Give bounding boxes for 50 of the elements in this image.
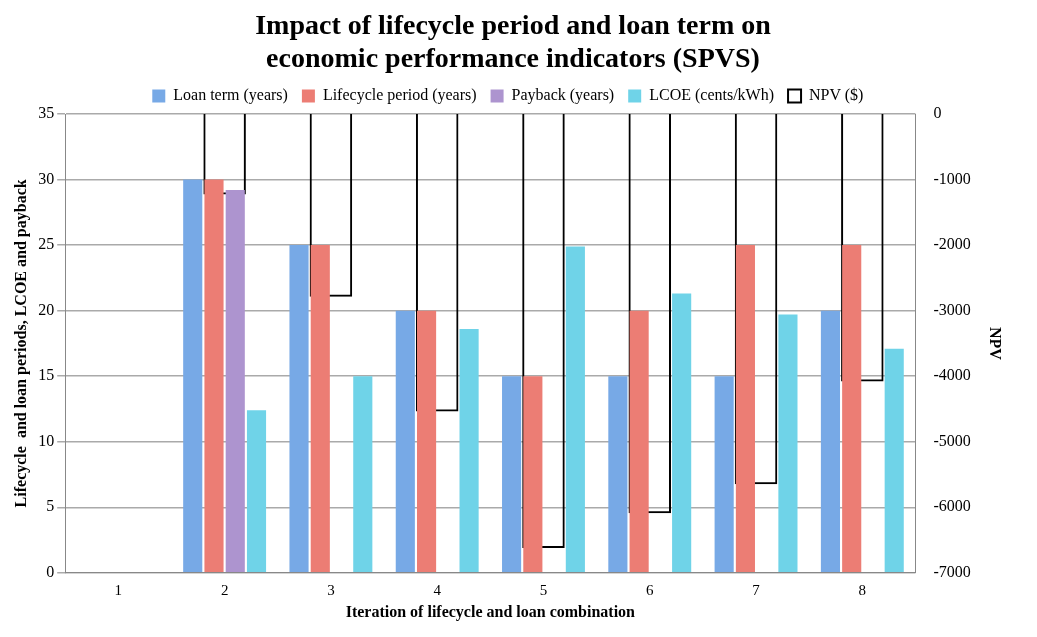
x-tick-label: 3 <box>327 581 335 598</box>
bar <box>629 310 649 573</box>
bar <box>459 328 479 573</box>
bar <box>842 245 862 573</box>
x-tick-label: 8 <box>858 581 867 598</box>
y-tick-label: 25 <box>38 235 55 253</box>
bar <box>395 310 415 573</box>
bar <box>608 376 628 573</box>
chart-title: Impact of lifecycle period and loan term on economic performance indicators (SPVS) <box>254 8 772 74</box>
bar <box>183 179 203 573</box>
legend-label: NPV ($) <box>809 86 864 105</box>
bar <box>565 246 585 573</box>
y2-tick-label: -4000 <box>933 366 971 384</box>
bar <box>204 179 224 573</box>
y2-tick-label: 0 <box>933 104 942 122</box>
y-tick-label: 30 <box>38 169 55 187</box>
x-tick-label: 1 <box>114 581 123 598</box>
legend-label: Loan term (years) <box>173 86 288 105</box>
y-tick-label: 20 <box>38 300 55 318</box>
bar <box>225 190 245 573</box>
legend-label: Payback (years) <box>511 86 615 105</box>
y-tick-label: 0 <box>46 563 55 580</box>
bar <box>353 376 373 573</box>
bar <box>246 410 267 573</box>
bar <box>502 376 522 573</box>
x-tick-label: 2 <box>220 581 229 598</box>
bar <box>289 245 309 573</box>
x-tick-label: 7 <box>752 581 761 598</box>
y2-tick-label: -6000 <box>933 497 971 515</box>
y2-tick-label: -2000 <box>933 235 971 253</box>
y2-axis-title: NPV <box>987 326 1005 361</box>
y-tick-label: 15 <box>38 366 55 384</box>
y2-tick-label: -3000 <box>933 300 971 318</box>
bar <box>714 376 734 573</box>
x-tick-label: 5 <box>539 581 548 598</box>
y-tick-label: 10 <box>38 431 55 449</box>
bar <box>523 376 543 573</box>
bar <box>884 348 904 573</box>
y-axis-title: Lifecycle and loan periods, LCOE and payback <box>11 179 30 508</box>
legend-label: LCOE (cents/kWh) <box>649 86 775 105</box>
legend-label: Lifecycle period (years) <box>322 86 477 105</box>
bar <box>820 310 841 573</box>
y-tick-label: 5 <box>46 497 55 515</box>
y2-tick-label: -7000 <box>933 563 971 580</box>
y-tick-label: 35 <box>38 104 55 122</box>
x-tick-label: 4 <box>433 581 442 598</box>
y2-tick-label: -1000 <box>933 169 971 187</box>
x-tick-label: 6 <box>646 581 655 598</box>
x-axis-title: Iteration of lifecycle and loan combination <box>345 602 636 621</box>
y2-tick-label: -5000 <box>933 431 971 449</box>
